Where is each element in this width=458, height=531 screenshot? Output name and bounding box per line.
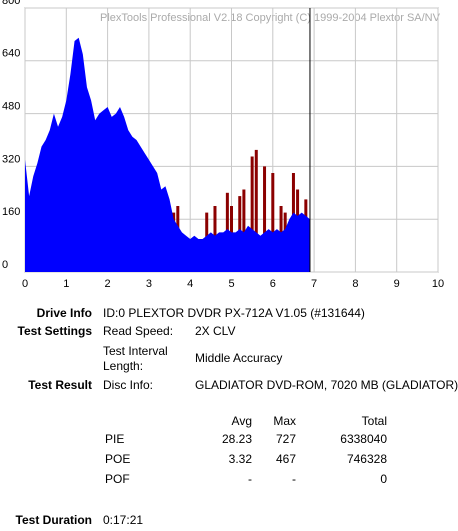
spike: [254, 149, 258, 272]
value: GLADIATOR DVD-ROM, 7020 MB (GLADIATOR): [195, 378, 458, 392]
y-tick-label: 0: [2, 259, 8, 271]
value: 0:17:21: [103, 513, 144, 527]
x-tick-label: 10: [432, 278, 444, 290]
x-tick-label: 2: [105, 278, 111, 290]
label: Test Duration: [15, 513, 92, 527]
label: Disc Info:: [103, 378, 154, 392]
y-tick-label: 320: [2, 153, 20, 165]
label: Test Result: [28, 378, 92, 392]
value: Middle Accuracy: [195, 351, 283, 365]
spike: [271, 173, 275, 272]
y-tick-label: 160: [2, 206, 20, 218]
column-header: Total: [361, 414, 387, 428]
spike: [263, 166, 267, 272]
y-tick-label: 480: [2, 101, 20, 113]
watermark: PlexTools Professional V2.18 Copyright (…: [100, 12, 441, 24]
cell: -: [292, 472, 296, 486]
area: [25, 37, 310, 273]
cell: 28.23: [221, 432, 252, 446]
row-label: PIE: [105, 432, 125, 446]
x-tick-label: 1: [63, 278, 69, 290]
spike: [250, 156, 254, 272]
x-tick-label: 8: [352, 278, 358, 290]
cell: 3.32: [228, 452, 252, 466]
label: Drive Info: [36, 306, 92, 320]
row-label: POE: [105, 452, 131, 466]
cell: 6338040: [340, 432, 387, 446]
label: Test Interval Length:: [103, 344, 168, 373]
column-header: Max: [273, 414, 296, 428]
x-tick-label: 7: [311, 278, 317, 290]
x-tick-label: 6: [270, 278, 276, 290]
row-label: POF: [105, 472, 130, 486]
cell: 746328: [346, 452, 387, 466]
x-tick-label: 5: [228, 278, 234, 290]
cell: -: [248, 472, 252, 486]
x-tick-label: 0: [22, 278, 28, 290]
value: ID:0 PLEXTOR DVDR PX-712A V1.05 (#131644…: [103, 306, 365, 320]
x-tick-label: 3: [146, 278, 152, 290]
cell: 727: [275, 432, 296, 446]
cell: 467: [275, 452, 296, 466]
x-tick-label: 4: [187, 278, 193, 290]
value: 2X CLV: [195, 324, 236, 338]
column-header: Avg: [231, 414, 252, 428]
label: Read Speed:: [103, 324, 174, 338]
chart: PlexTools Professional V2.18 Copyright (…: [2, 0, 444, 290]
x-tick-label: 9: [394, 278, 400, 290]
cell: 0: [380, 472, 387, 486]
y-tick-label: 800: [2, 0, 20, 7]
spike: [242, 189, 246, 272]
label: Test Settings: [17, 324, 92, 338]
y-tick-label: 640: [2, 48, 20, 60]
